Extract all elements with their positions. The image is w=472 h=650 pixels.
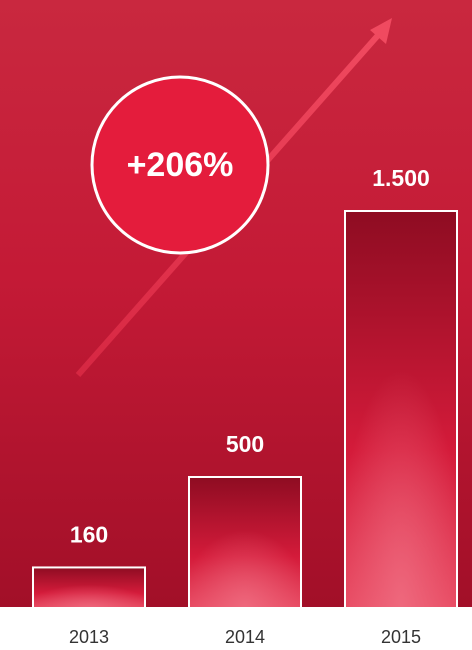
annotation: +206% — [127, 146, 234, 184]
x-tick-label: 2014 — [225, 627, 265, 647]
bar-glow — [190, 478, 300, 609]
x-tick-label: 2013 — [69, 627, 109, 647]
baseline — [0, 607, 472, 613]
bars: 160 500 1.500 — [32, 165, 458, 612]
x-tick-label: 2015 — [381, 627, 421, 647]
bar-glow — [34, 568, 144, 609]
value-label: 500 — [226, 431, 264, 457]
annotation-circle — [90, 75, 270, 255]
value-label: 1.500 — [372, 165, 430, 191]
value-label: 160 — [70, 522, 108, 548]
bar-glow — [346, 212, 456, 609]
footer-background — [0, 612, 472, 650]
arrow-head — [370, 18, 392, 44]
